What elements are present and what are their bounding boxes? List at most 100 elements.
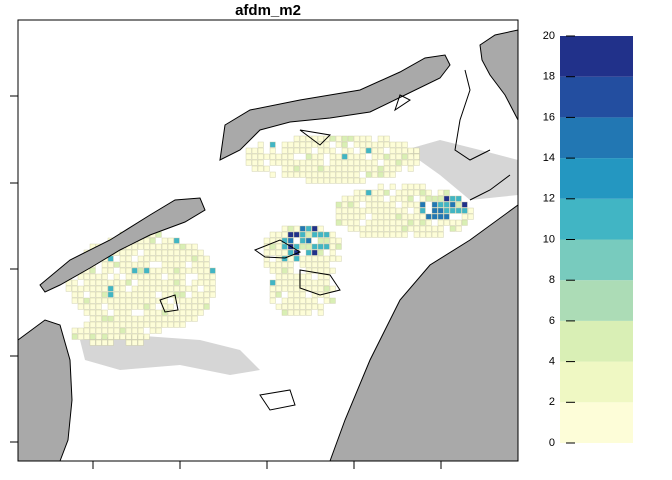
raster-cell (131, 327, 138, 334)
raster-cell (311, 165, 318, 172)
raster-cell (131, 303, 138, 310)
raster-cell (359, 195, 366, 202)
raster-cell (389, 195, 396, 202)
raster-cell (317, 165, 324, 172)
raster-cell (197, 249, 204, 256)
raster-cell (125, 249, 132, 256)
raster-cell (95, 327, 102, 334)
raster-cell (161, 279, 168, 286)
raster-cell (155, 267, 162, 274)
raster-cell (431, 195, 438, 202)
raster-cell (305, 159, 312, 166)
raster-cell (185, 315, 192, 322)
raster-cell (119, 285, 126, 292)
raster-cell (83, 309, 90, 316)
raster-cell (281, 285, 288, 292)
raster-cell (383, 219, 390, 226)
raster-cell (323, 297, 330, 304)
raster-cell (449, 207, 456, 214)
raster-cell (149, 315, 156, 322)
raster-cell (71, 285, 78, 292)
raster-cell (149, 279, 156, 286)
raster-cell (119, 261, 126, 268)
raster-cell (395, 153, 402, 160)
raster-cell (311, 225, 318, 232)
raster-cell (143, 255, 150, 262)
raster-cell (311, 303, 318, 310)
raster-cell (281, 231, 288, 238)
raster-cell (335, 177, 342, 184)
raster-cell (113, 321, 120, 328)
raster-cell (347, 153, 354, 160)
raster-cell (275, 273, 282, 280)
raster-cell (419, 225, 426, 232)
raster-cell (323, 147, 330, 154)
raster-cell (71, 327, 78, 334)
raster-cell (299, 273, 306, 280)
raster-cell (371, 201, 378, 208)
raster-cell (431, 225, 438, 232)
raster-cell (197, 279, 204, 286)
raster-cell (83, 273, 90, 280)
raster-cell (299, 141, 306, 148)
raster-cell (395, 159, 402, 166)
raster-cell (287, 231, 294, 238)
raster-cell (203, 255, 210, 262)
raster-cell (77, 327, 84, 334)
raster-cell (383, 207, 390, 214)
raster-cell (413, 153, 420, 160)
raster-cell (191, 243, 198, 250)
raster-cell (329, 153, 336, 160)
raster-cell (353, 165, 360, 172)
raster-cell (161, 255, 168, 262)
raster-cell (125, 303, 132, 310)
raster-cell (449, 195, 456, 202)
land-island-north (219, 54, 451, 161)
raster-cell (257, 165, 264, 172)
raster-cell (119, 327, 126, 334)
raster-cell (119, 297, 126, 304)
raster-cell (281, 171, 288, 178)
raster-cell (173, 291, 180, 298)
raster-cell (449, 225, 456, 232)
legend-tick-label: 0 (549, 437, 555, 449)
raster-cell (419, 231, 426, 238)
legend-tick-label: 6 (549, 315, 555, 327)
raster-cell (95, 309, 102, 316)
raster-cell (287, 273, 294, 280)
raster-cell (107, 321, 114, 328)
land-southwest (17, 319, 73, 462)
raster-cell (437, 225, 444, 232)
raster-cell (269, 267, 276, 274)
raster-cell (455, 195, 462, 202)
raster-cell (299, 303, 306, 310)
raster-cell (359, 189, 366, 196)
raster-cell (155, 297, 162, 304)
raster-cell (347, 147, 354, 154)
raster-cell (461, 201, 468, 208)
raster-cell (377, 165, 384, 172)
raster-cell (149, 327, 156, 334)
raster-cell (401, 195, 408, 202)
legend-tick-label: 12 (543, 193, 555, 205)
raster-cell (113, 261, 120, 268)
raster-cell (77, 273, 84, 280)
raster-cell (173, 279, 180, 286)
raster-cell (305, 165, 312, 172)
raster-cell (371, 159, 378, 166)
raster-cell (341, 165, 348, 172)
raster-cell (347, 195, 354, 202)
raster-cell (71, 297, 78, 304)
raster-cell (329, 297, 336, 304)
raster-cell (161, 249, 168, 256)
raster-cell (413, 159, 420, 166)
raster-cell (317, 243, 324, 250)
raster-cell (251, 165, 258, 172)
raster-cell (131, 243, 138, 250)
raster-cell (365, 147, 372, 154)
raster-cell (293, 243, 300, 250)
raster-cell (125, 291, 132, 298)
raster-cell (317, 309, 324, 316)
raster-cell (305, 279, 312, 286)
